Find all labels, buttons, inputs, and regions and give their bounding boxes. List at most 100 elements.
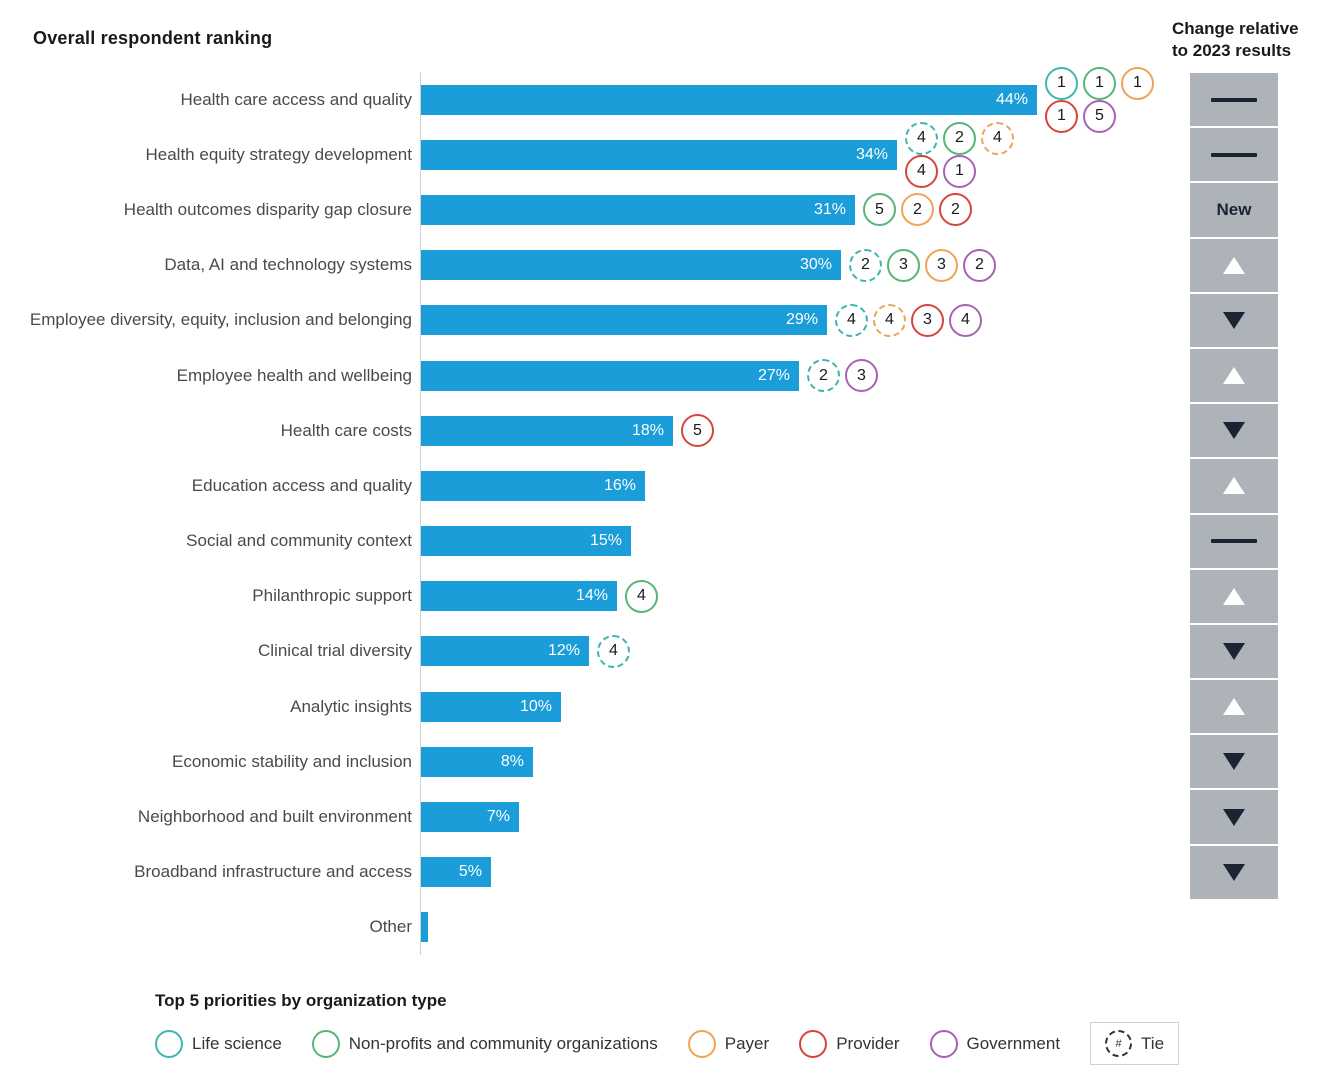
rank-number: 1	[955, 162, 964, 180]
tie-circle-icon: #	[1105, 1030, 1133, 1057]
change-box-down	[1190, 735, 1278, 789]
down-arrow-icon	[1223, 311, 1245, 329]
rank-circle-government: 2	[963, 248, 996, 282]
bar-plot-area: 34% 4 2 4 4 1	[420, 121, 1186, 188]
rank-circle-life_science: 1	[1045, 66, 1078, 100]
rank-circle-payer: 1	[1121, 66, 1154, 100]
legend-item-tie: # Tie	[1090, 1022, 1180, 1065]
bar-value-label: 34%	[855, 145, 888, 163]
bar-plot-area: 16%	[420, 458, 1186, 514]
bar-row: Employee diversity, equity, inclusion an…	[0, 292, 1186, 348]
rank-number: 4	[885, 311, 894, 329]
category-label: Health care costs	[280, 420, 412, 440]
bar-value-label: 18%	[631, 421, 664, 439]
bar-row: Neighborhood and built environment 7%	[0, 789, 1186, 845]
no-change-dash-icon	[1211, 97, 1257, 102]
bar-value-label: 5%	[458, 863, 482, 881]
rank-circle-provider: 1	[1045, 99, 1078, 133]
bar: 7%	[421, 802, 519, 833]
down-arrow-icon	[1223, 863, 1245, 881]
rank-circle-life_science: 4	[597, 634, 630, 668]
rank-circle-payer: 4	[981, 121, 1014, 155]
government-circle-icon	[929, 1029, 958, 1058]
bar: 5%	[421, 857, 491, 888]
up-arrow-icon	[1223, 698, 1245, 716]
rank-number: 2	[819, 366, 828, 384]
change-box-new: New	[1190, 183, 1278, 237]
life-science-circle-icon	[155, 1029, 183, 1058]
rank-number: 5	[875, 200, 884, 218]
rank-number: 1	[1057, 74, 1066, 92]
rank-circle-provider: 4	[905, 154, 938, 188]
bar-value-label: 27%	[757, 366, 790, 384]
rank-number: 4	[637, 587, 646, 605]
change-box-up	[1190, 569, 1278, 623]
bar-value-label: 44%	[995, 90, 1028, 108]
bar: 27%	[421, 360, 799, 391]
up-arrow-icon	[1223, 587, 1245, 605]
bar-value-label: 12%	[547, 642, 580, 660]
category-label: Education access and quality	[191, 475, 412, 495]
rank-circle-life_science: 2	[849, 248, 882, 282]
rank-number: 2	[913, 200, 922, 218]
legend-label: Non-profits and community organizations	[348, 1033, 658, 1053]
bar-value-label: 7%	[486, 808, 510, 826]
rank-circles: 4 4 3 4	[835, 303, 982, 337]
bar-plot-area	[420, 899, 1186, 955]
legend-label: Provider	[836, 1033, 900, 1053]
bar-value-label: 29%	[785, 311, 818, 329]
bar: 31%	[421, 194, 855, 225]
bar-plot-area: 14% 4	[420, 568, 1186, 624]
change-header-line1: Change relative	[1172, 19, 1299, 38]
change-box-down	[1190, 624, 1278, 679]
bar: 14%	[421, 581, 617, 612]
bar-chart: Health care access and quality 44% 1 1 1 1 5 He…	[0, 66, 1186, 955]
rank-circle-life_science: 4	[905, 121, 938, 155]
bar-plot-area: 31% 5 2 2	[420, 182, 1186, 238]
category-label: Neighborhood and built environment	[137, 807, 412, 827]
bar-row: Education access and quality 16%	[0, 458, 1186, 514]
bar: 15%	[421, 526, 631, 557]
bar-row: Health equity strategy development 34% 4 2 4…	[0, 121, 1186, 188]
bar-row: Clinical trial diversity 12% 4	[0, 623, 1186, 680]
rank-circle-payer: 4	[873, 303, 906, 337]
bar: 34%	[421, 139, 897, 170]
change-header-line2: to 2023 results	[1172, 40, 1292, 60]
change-box-down	[1190, 404, 1278, 458]
bar-value-label: 10%	[519, 697, 552, 715]
legend-label: Tie	[1141, 1033, 1165, 1053]
bar-plot-area: 5%	[420, 844, 1186, 900]
category-label: Clinical trial diversity	[258, 641, 412, 661]
bar: 16%	[421, 470, 645, 501]
rank-circle-government: 3	[845, 359, 878, 393]
category-label: Employee diversity, equity, inclusion an…	[29, 310, 412, 330]
category-label: Broadband infrastructure and access	[134, 862, 412, 882]
category-label: Health outcomes disparity gap closure	[123, 199, 412, 219]
rank-circle-non_profit: 3	[887, 248, 920, 282]
bar-row: Social and community context 15%	[0, 513, 1186, 569]
rank-number: 2	[975, 256, 984, 274]
rank-number: 2	[955, 129, 964, 147]
category-label: Other	[369, 917, 412, 937]
rank-number: 4	[993, 129, 1002, 147]
down-arrow-icon	[1223, 808, 1245, 826]
rank-number: 4	[847, 311, 856, 329]
change-box-down	[1190, 845, 1278, 899]
bar-row: Health outcomes disparity gap closure 31%…	[0, 182, 1186, 238]
rank-circle-payer: 3	[925, 248, 958, 282]
change-column: New	[1190, 73, 1278, 901]
bar: 44%	[421, 84, 1037, 115]
rank-circles: 1 1 1 1 5	[1045, 66, 1159, 133]
tie-symbol: #	[1115, 1037, 1122, 1050]
bar-value-label: 31%	[813, 200, 846, 218]
category-label: Employee health and wellbeing	[176, 365, 412, 385]
rank-circle-payer: 2	[901, 193, 934, 227]
change-box-down	[1190, 293, 1278, 347]
rank-circle-government: 1	[943, 154, 976, 188]
new-label: New	[1216, 199, 1252, 219]
rank-number: 2	[861, 256, 870, 274]
bar-value-label: 15%	[589, 532, 622, 550]
bar-plot-area: 18% 5	[420, 403, 1186, 459]
bar-plot-area: 7%	[420, 789, 1186, 845]
